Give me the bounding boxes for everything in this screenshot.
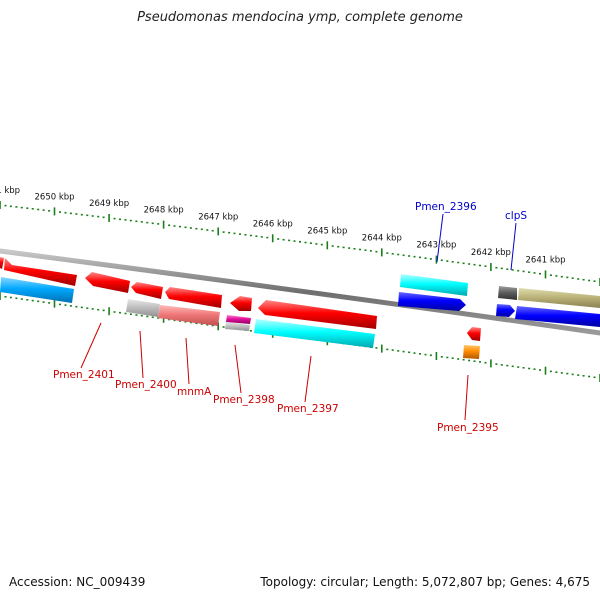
reverse-strand-genes — [0, 257, 600, 359]
gene-feature[interactable] — [230, 296, 252, 311]
gene-feature[interactable] — [518, 288, 600, 308]
gene-feature[interactable] — [496, 304, 515, 317]
gene-feature[interactable] — [463, 345, 480, 359]
scale-kbp-label: 2650 kbp — [35, 192, 75, 202]
gene-feature[interactable] — [498, 286, 517, 300]
label-leader-lines — [80, 213, 517, 421]
gene-feature[interactable] — [4, 258, 77, 286]
genome-backbone — [0, 248, 600, 336]
scale-kbp-label: 2649 kbp — [89, 199, 129, 209]
forward-strand-genes — [4, 258, 600, 329]
gene-labels: Pmen_2401 Pmen_2400 mnmA Pmen_2398 Pmen_… — [53, 201, 527, 434]
map-title: Pseudomonas mendocina ymp, complete geno… — [137, 10, 463, 25]
gene-feature[interactable] — [85, 272, 130, 293]
gene-feature[interactable] — [225, 322, 250, 331]
gene-feature[interactable] — [126, 299, 160, 317]
gene-feature[interactable] — [0, 257, 4, 269]
pmen-2395-label[interactable]: Pmen_2395 — [437, 422, 499, 434]
pmen-2401-label[interactable]: Pmen_2401 — [53, 369, 115, 381]
scale-kbp-label: 2646 kbp — [253, 219, 293, 229]
accession-text: Accession: NC_009439 — [9, 575, 146, 589]
gene-feature[interactable] — [400, 274, 468, 296]
gene-feature[interactable] — [131, 282, 163, 299]
genome-summary-text: Topology: circular; Length: 5,072,807 bp… — [260, 575, 590, 589]
gene-feature[interactable] — [226, 315, 251, 324]
gene-feature[interactable] — [515, 306, 600, 327]
ruler-labels: 2651 kbp 2650 kbp 2649 kbp 2648 kbp 2647 kbp… — [0, 186, 566, 265]
scale-kbp-label: 2642 kbp — [471, 248, 511, 258]
gene-feature[interactable] — [258, 300, 377, 329]
gene-feature[interactable] — [0, 277, 74, 303]
scale-kbp-label: 2647 kbp — [198, 212, 238, 222]
scale-kbp-label: 2641 kbp — [526, 255, 566, 265]
gene-feature[interactable] — [254, 319, 375, 348]
pmen-2397-label[interactable]: Pmen_2397 — [277, 403, 339, 415]
pmen-2396-label[interactable]: Pmen_2396 — [415, 201, 477, 213]
gene-feature[interactable] — [158, 305, 220, 326]
scale-kbp-label: 2651 kbp — [0, 186, 20, 196]
pmen-2400-label[interactable]: Pmen_2400 — [115, 379, 177, 391]
outer-scale-ruler — [0, 201, 600, 286]
gene-feature[interactable] — [165, 287, 222, 308]
pmen-2398-label[interactable]: Pmen_2398 — [213, 394, 275, 406]
scale-kbp-label: 2643 kbp — [416, 241, 456, 251]
clps-label[interactable]: clpS — [505, 210, 527, 222]
gene-feature[interactable] — [398, 292, 466, 311]
gene-feature[interactable] — [467, 327, 481, 341]
scale-kbp-label: 2644 kbp — [362, 233, 402, 243]
mnma-label[interactable]: mnmA — [177, 386, 212, 398]
scale-kbp-label: 2648 kbp — [144, 206, 184, 216]
scale-kbp-label: 2645 kbp — [307, 226, 347, 236]
